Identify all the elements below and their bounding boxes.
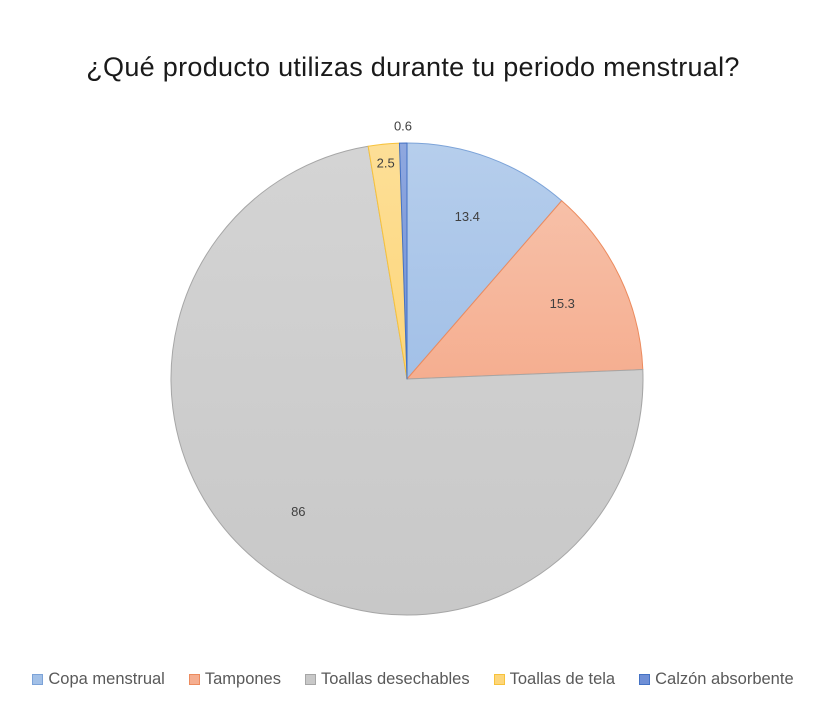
legend-swatch xyxy=(305,674,316,685)
legend-label: Toallas desechables xyxy=(321,670,470,688)
legend-item-copa-menstrual: Copa menstrual xyxy=(32,670,165,689)
pie-chart: 13.4 15.3 86 2.5 0.6 xyxy=(170,118,644,616)
legend-swatch xyxy=(639,674,651,685)
legend-label: Tampones xyxy=(204,670,281,688)
legend-item-toallas-desechables: Toallas desechables xyxy=(305,670,470,689)
data-label-toallas-de-tela: 2.5 xyxy=(377,155,395,170)
legend-label: Toallas de tela xyxy=(509,670,616,688)
data-label-copa-menstrual: 13.4 xyxy=(455,209,480,224)
legend-swatch xyxy=(493,674,505,685)
pie-slice-copa-menstrual xyxy=(406,142,563,380)
chart-title: ¿Qué producto utilizas durante tu period… xyxy=(86,52,740,82)
legend-item-toallas-de-tela: Toallas de tela xyxy=(493,670,616,689)
legend-label: Calzón absorbente xyxy=(655,670,794,688)
legend-item-calzon-absorbente: Calzón absorbente xyxy=(639,670,794,689)
data-label-tampones: 15.3 xyxy=(550,296,575,311)
data-label-calzon-absorbente: 0.6 xyxy=(394,118,412,133)
legend-swatch xyxy=(188,674,200,685)
data-label-toallas-desechables: 86 xyxy=(291,504,305,519)
legend-swatch xyxy=(32,674,44,685)
pie-slice-calzon-absorbente xyxy=(398,142,408,380)
legend-item-tampones: Tampones xyxy=(188,670,281,689)
legend-label: Copa menstrual xyxy=(48,670,165,688)
pie-slice-tampones xyxy=(406,200,644,380)
pie-slice-toallas-desechables xyxy=(170,145,644,616)
chart-legend: Copa menstrual Tampones Toallas desechable… xyxy=(0,670,826,689)
